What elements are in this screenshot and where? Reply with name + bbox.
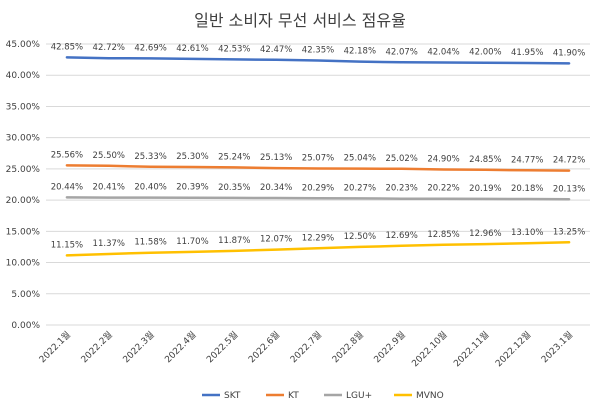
y-tick-label: 30.00% [6,134,41,144]
data-label: 25.04% [344,154,376,164]
data-label: 20.34% [260,183,292,193]
legend-item-label: LGU+ [346,391,372,401]
data-label: 25.33% [134,152,166,162]
chart-title: 일반 소비자 무선 서비스 점유율 [194,11,406,30]
series-line-lgu [65,196,571,201]
x-tick-label: 2022.5월 [204,329,241,366]
data-label: 42.53% [218,44,250,54]
x-tick-label: 2022.9월 [371,329,408,366]
data-label: 42.04% [427,47,459,57]
data-label: 13.25% [553,227,585,237]
y-tick-label: 5.00% [11,290,40,300]
x-tick-label: 2022.8월 [329,329,366,366]
legend-item-label: SKT [224,391,241,401]
x-tick-label: 2022.3월 [120,329,157,366]
data-label: 12.07% [260,235,292,245]
data-label: 42.72% [93,43,125,53]
data-label: 20.23% [385,184,417,194]
data-label: 12.50% [344,232,376,242]
legend-item-label: MVNO [416,391,444,401]
data-label: 12.96% [469,229,501,239]
y-tick-label: 15.00% [6,227,41,237]
legend-item-label: KT [288,391,299,401]
data-label: 42.69% [134,43,166,53]
data-label: 20.13% [553,184,585,194]
data-label: 24.85% [469,155,501,165]
x-tick-label: 2022.4월 [162,329,199,366]
data-label: 12.69% [385,231,417,241]
data-label: 24.90% [427,155,459,165]
data-label: 42.07% [385,47,417,57]
y-tick-label: 25.00% [6,165,41,175]
data-label: 25.30% [176,152,208,162]
y-tick-label: 20.00% [6,196,41,206]
data-label: 42.47% [260,45,292,55]
x-tick-label: 2023.1월 [539,329,576,366]
data-label: 25.02% [385,154,417,164]
data-label: 20.19% [469,184,501,194]
data-label: 11.70% [176,237,208,247]
data-label: 24.72% [553,156,585,166]
data-label: 11.58% [134,238,166,248]
x-tick-label: 2022.12월 [493,329,534,370]
data-label: 25.50% [93,151,125,161]
x-tick-label: 2022.2월 [78,329,115,366]
data-label: 20.39% [176,183,208,193]
series-line-mvno [65,241,571,257]
data-label: 42.35% [302,46,334,56]
data-label: 12.85% [427,230,459,240]
series-line-kt [65,164,571,172]
data-label: 25.24% [218,152,250,162]
series-line-skt [65,56,571,65]
data-label: 24.77% [511,155,543,165]
data-label: 41.95% [511,48,543,58]
data-labels: 42.85% 42.72% 42.69% 42.61% 42.53% 42.47% 42.3… [51,42,586,250]
data-label: 20.41% [93,183,125,193]
data-label: 20.40% [134,183,166,193]
x-axis-ticks: 2022.1월 2022.2월 2022.3월 2022.4월 2022.5월 2022.… [36,329,575,370]
data-label: 20.35% [218,183,250,193]
data-label: 20.18% [511,184,543,194]
y-tick-label: 10.00% [6,259,41,269]
data-label: 42.18% [344,47,376,57]
data-label: 42.00% [469,48,501,58]
y-tick-label: 0.00% [11,321,40,331]
data-label: 20.44% [51,182,83,192]
x-tick-label: 2022.6월 [246,329,283,366]
data-label: 42.61% [176,44,208,54]
data-label: 20.27% [344,183,376,193]
x-tick-label: 2022.10월 [409,329,450,370]
data-label: 20.22% [427,184,459,194]
data-label: 13.10% [511,228,543,238]
data-label: 12.29% [302,233,334,243]
data-label: 41.90% [553,48,585,58]
data-label: 11.37% [93,239,125,249]
y-axis-ticks: 0.00% 5.00% 10.00% 15.00% 20.00% 25.00% 30.00%… [6,40,41,331]
data-label: 42.85% [51,42,83,52]
y-tick-label: 45.00% [6,40,41,50]
data-label: 11.15% [51,240,83,250]
data-label: 25.13% [260,153,292,163]
x-tick-label: 2022.11월 [451,329,492,370]
series-lines [65,56,571,257]
x-tick-label: 2022.7월 [288,329,325,366]
x-tick-label: 2022.1월 [36,329,73,366]
data-label: 20.29% [302,183,334,193]
data-label: 25.56% [51,150,83,160]
data-label: 11.87% [218,236,250,246]
data-label: 25.07% [302,153,334,163]
legend: SKT KT LGU+ MVNO [202,391,444,401]
y-tick-label: 40.00% [6,71,41,81]
y-tick-label: 35.00% [6,102,41,112]
